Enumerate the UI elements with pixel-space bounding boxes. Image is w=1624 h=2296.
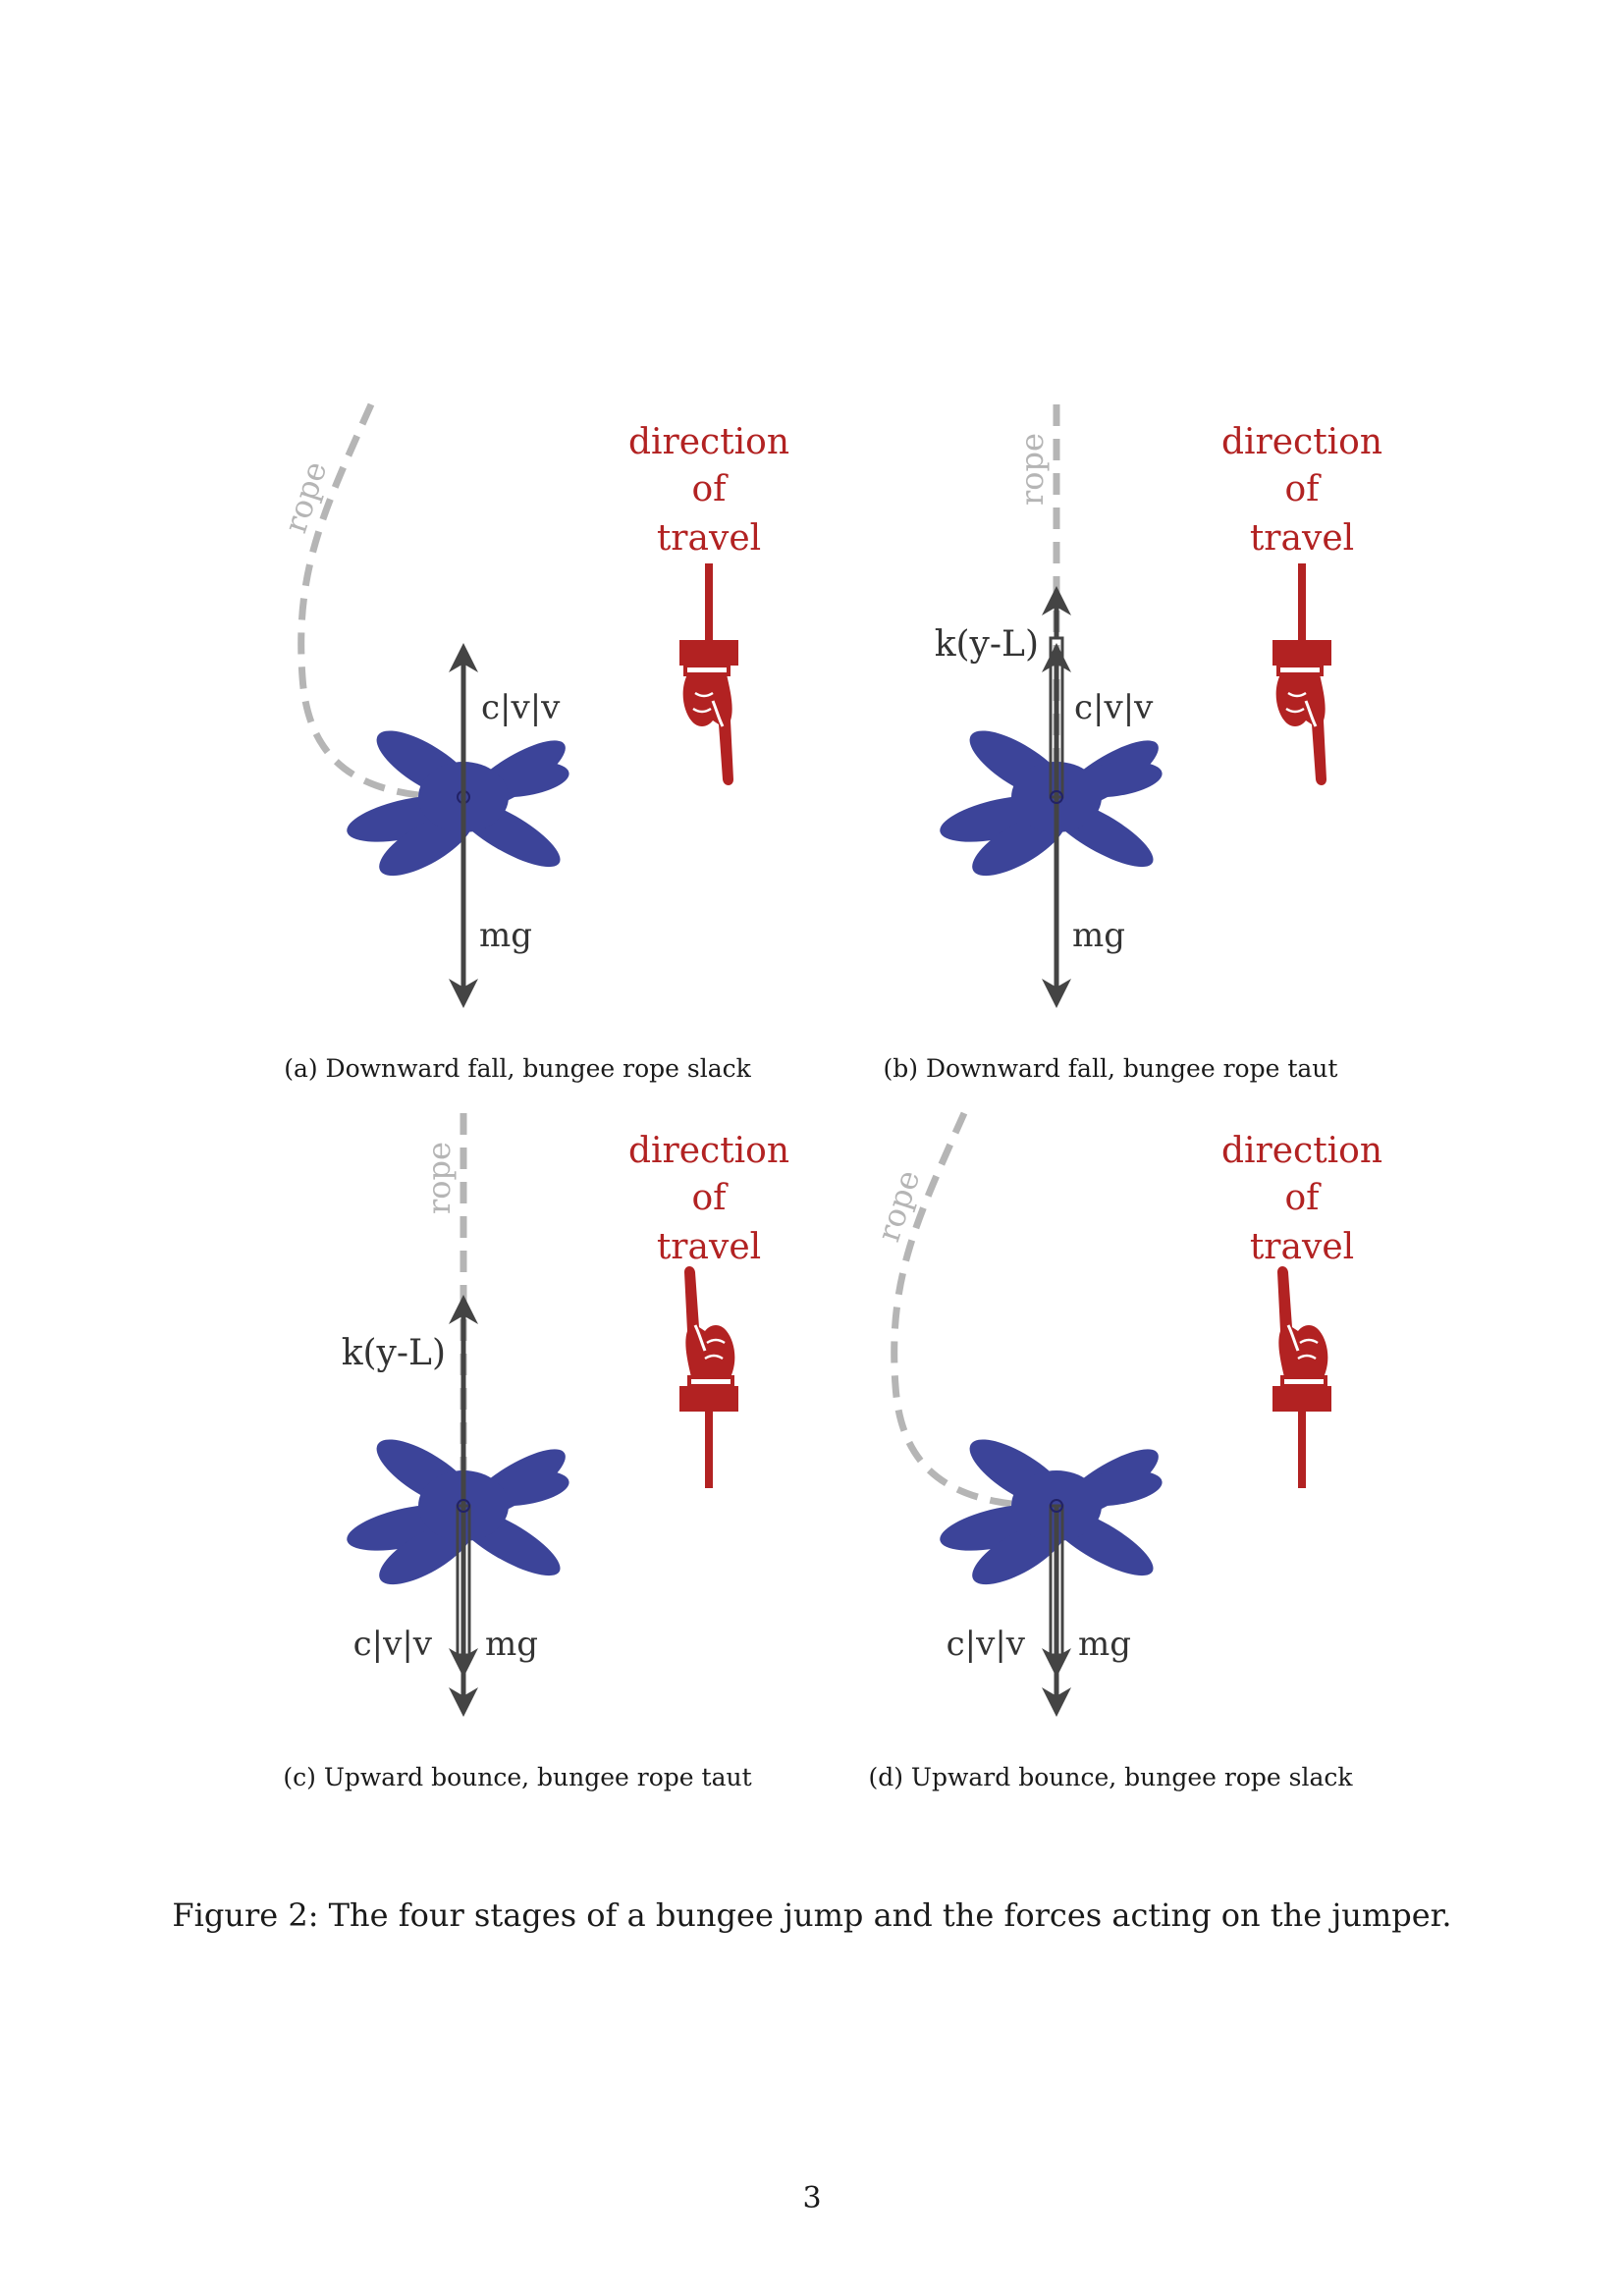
- rope-label: rope: [276, 456, 334, 537]
- rope-label: rope: [420, 1142, 458, 1214]
- direction-label-line-2: of: [1285, 1178, 1323, 1218]
- panel-a-diagram: rope c|v|v mg direction of travel: [276, 402, 789, 1008]
- direction-label-line-1: direction: [628, 422, 789, 462]
- drag-force-label: c|v|v: [481, 688, 561, 727]
- direction-label-line-3: travel: [657, 1227, 761, 1267]
- spring-force-label: k(y-L): [342, 1333, 446, 1373]
- subfigure-caption-b: (b) Downward fall, bungee rope taut: [883, 1054, 1338, 1083]
- direction-label-line-3: travel: [657, 518, 761, 559]
- direction-label-line-3: travel: [1250, 518, 1354, 559]
- panel-d-diagram: rope c|v|v mg direction of travel: [869, 1111, 1382, 1717]
- subfigure-caption-c: (c) Upward bounce, bungee rope taut: [283, 1763, 752, 1791]
- drag-force-label: c|v|v: [947, 1625, 1026, 1664]
- rope-line: [298, 402, 443, 801]
- spring-force-label: k(y-L): [935, 624, 1039, 665]
- rope-label: rope: [1013, 433, 1051, 506]
- panel-d: rope c|v|v mg direction of travel (d) Up…: [593, 709, 1405, 1791]
- rope-label: rope: [869, 1165, 927, 1246]
- direction-label-line-3: travel: [1250, 1227, 1354, 1267]
- center-of-mass-marker: [1050, 1499, 1063, 1513]
- rope-line: [891, 1111, 1036, 1510]
- center-of-mass-marker: [457, 1499, 470, 1513]
- direction-label-line-1: direction: [1221, 1131, 1382, 1171]
- subfigure-caption-a: (a) Downward fall, bungee rope slack: [284, 1054, 751, 1083]
- direction-label-line-2: of: [1285, 469, 1323, 509]
- panel-b-diagram: rope k(y-L) c|v|v mg direction of travel: [935, 404, 1382, 1008]
- drag-force-label: c|v|v: [353, 1625, 433, 1664]
- page-number: 3: [802, 2181, 822, 2216]
- panel-a: rope c|v|v mg direction of travel (a) Do…: [0, 0, 812, 1083]
- center-of-mass-marker: [1050, 790, 1063, 804]
- direction-label-line-2: of: [692, 1178, 730, 1218]
- figure-caption: Figure 2: The four stages of a bungee ju…: [172, 1896, 1452, 1934]
- subfigure-caption-d: (d) Upward bounce, bungee rope slack: [868, 1763, 1353, 1791]
- gravity-force-label: mg: [485, 1625, 538, 1664]
- gravity-force-label: mg: [1072, 916, 1125, 955]
- direction-label-line-1: direction: [628, 1131, 789, 1171]
- panel-b: rope k(y-L) c|v|v mg direction of travel…: [593, 0, 1405, 1083]
- gravity-force-label: mg: [1078, 1625, 1131, 1664]
- drag-force-label: c|v|v: [1074, 688, 1154, 727]
- direction-label-line-1: direction: [1221, 422, 1382, 462]
- direction-label-line-2: of: [692, 469, 730, 509]
- pointing-hand-up-icon: [1271, 1264, 1333, 1490]
- panel-c-diagram: rope k(y-L) c|v|v mg direction of travel: [342, 1113, 789, 1717]
- gravity-force-label: mg: [479, 916, 532, 955]
- panel-c: rope k(y-L) c|v|v mg direction of travel…: [0, 709, 812, 1791]
